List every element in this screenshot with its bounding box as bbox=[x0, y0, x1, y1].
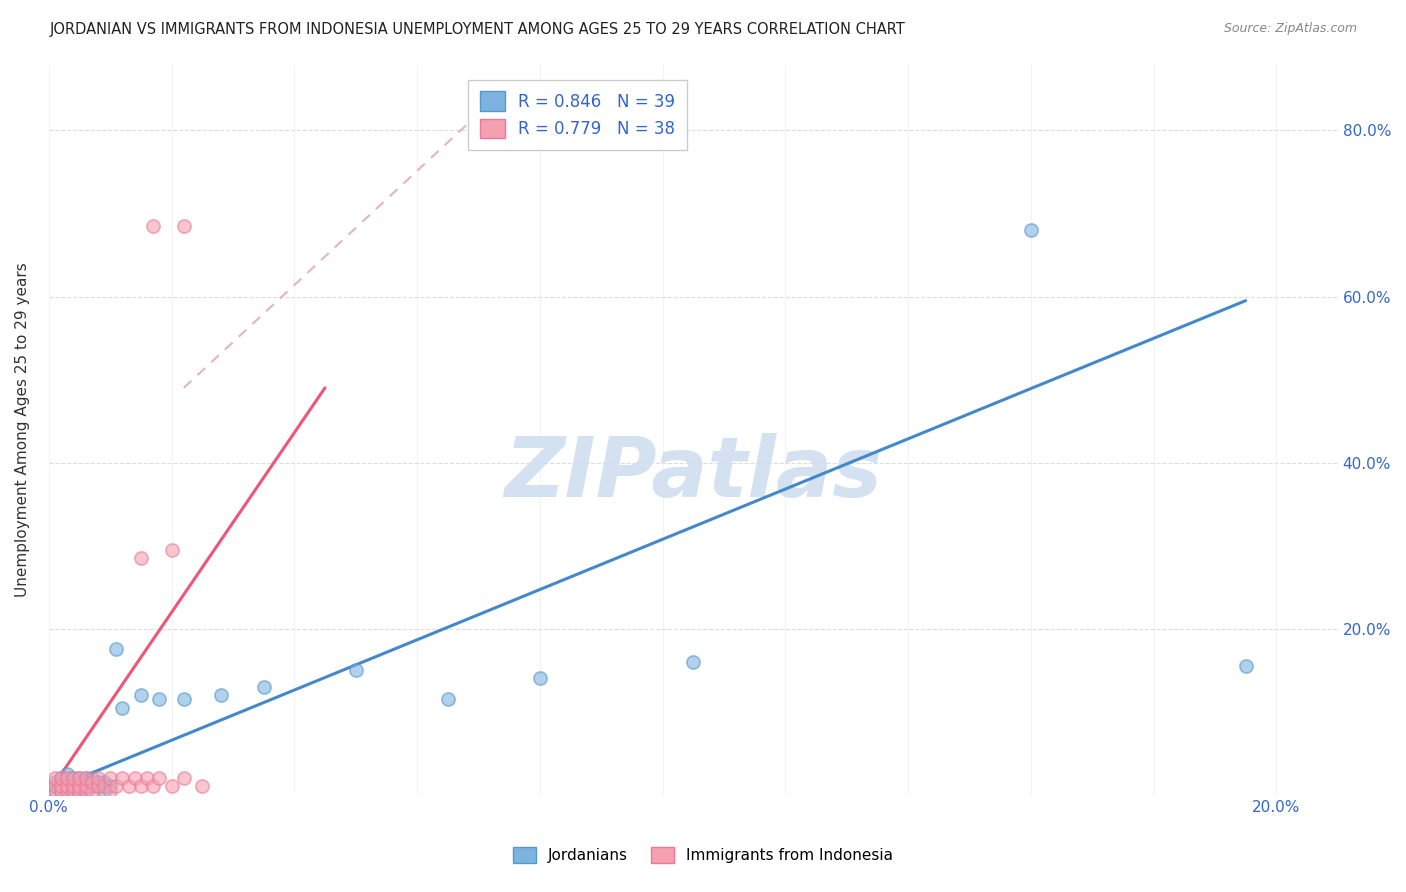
Point bbox=[111, 700, 134, 714]
Point bbox=[93, 775, 115, 789]
Point bbox=[93, 780, 115, 794]
Point bbox=[49, 771, 72, 785]
Point bbox=[87, 775, 110, 789]
Point bbox=[80, 780, 103, 794]
Text: Source: ZipAtlas.com: Source: ZipAtlas.com bbox=[1223, 22, 1357, 36]
Point bbox=[67, 783, 90, 797]
Point bbox=[98, 783, 121, 797]
Point bbox=[56, 780, 79, 794]
Point bbox=[252, 680, 274, 694]
Point bbox=[67, 780, 90, 794]
Point bbox=[56, 767, 79, 781]
Point bbox=[56, 775, 79, 789]
Point bbox=[67, 771, 90, 785]
Point bbox=[80, 771, 103, 785]
Point bbox=[129, 688, 152, 702]
Point bbox=[67, 783, 90, 797]
Point bbox=[75, 783, 97, 797]
Point bbox=[160, 542, 183, 557]
Point bbox=[62, 771, 84, 785]
Point bbox=[173, 771, 195, 785]
Point bbox=[67, 771, 90, 785]
Point bbox=[56, 771, 79, 785]
Point bbox=[56, 783, 79, 797]
Point bbox=[80, 783, 103, 797]
Point bbox=[49, 783, 72, 797]
Point bbox=[49, 780, 72, 794]
Legend: Jordanians, Immigrants from Indonesia: Jordanians, Immigrants from Indonesia bbox=[505, 839, 901, 871]
Point bbox=[148, 692, 170, 706]
Point bbox=[105, 780, 128, 794]
Point bbox=[56, 780, 79, 794]
Point bbox=[111, 771, 134, 785]
Point bbox=[93, 783, 115, 797]
Point bbox=[191, 780, 214, 794]
Point bbox=[148, 771, 170, 785]
Point bbox=[56, 783, 79, 797]
Point bbox=[129, 780, 152, 794]
Point bbox=[67, 775, 90, 789]
Point bbox=[87, 780, 110, 794]
Point bbox=[124, 771, 146, 785]
Point bbox=[136, 771, 159, 785]
Point bbox=[62, 783, 84, 797]
Point bbox=[62, 780, 84, 794]
Point bbox=[98, 771, 121, 785]
Point bbox=[173, 219, 195, 233]
Point bbox=[80, 775, 103, 789]
Point bbox=[75, 771, 97, 785]
Point bbox=[75, 775, 97, 789]
Point bbox=[62, 771, 84, 785]
Point bbox=[49, 783, 72, 797]
Point bbox=[67, 780, 90, 794]
Point bbox=[87, 780, 110, 794]
Legend: R = 0.846   N = 39, R = 0.779   N = 38: R = 0.846 N = 39, R = 0.779 N = 38 bbox=[468, 79, 686, 150]
Point bbox=[75, 783, 97, 797]
Point bbox=[529, 672, 551, 686]
Point bbox=[142, 219, 165, 233]
Point bbox=[44, 780, 66, 794]
Point bbox=[105, 642, 128, 657]
Point bbox=[173, 692, 195, 706]
Point bbox=[98, 780, 121, 794]
Text: ZIPatlas: ZIPatlas bbox=[505, 433, 882, 514]
Point bbox=[44, 783, 66, 797]
Text: JORDANIAN VS IMMIGRANTS FROM INDONESIA UNEMPLOYMENT AMONG AGES 25 TO 29 YEARS CO: JORDANIAN VS IMMIGRANTS FROM INDONESIA U… bbox=[49, 22, 905, 37]
Point bbox=[44, 771, 66, 785]
Point bbox=[44, 783, 66, 797]
Point bbox=[62, 780, 84, 794]
Point bbox=[142, 780, 165, 794]
Point bbox=[209, 688, 232, 702]
Point bbox=[117, 780, 139, 794]
Point bbox=[49, 780, 72, 794]
Point bbox=[87, 771, 110, 785]
Point bbox=[682, 655, 704, 669]
Point bbox=[75, 780, 97, 794]
Point bbox=[49, 771, 72, 785]
Point bbox=[75, 771, 97, 785]
Point bbox=[129, 551, 152, 566]
Point bbox=[44, 775, 66, 789]
Point bbox=[436, 692, 458, 706]
Point bbox=[1019, 223, 1042, 237]
Point bbox=[160, 780, 183, 794]
Point bbox=[62, 783, 84, 797]
Point bbox=[344, 663, 367, 677]
Point bbox=[1234, 659, 1257, 673]
Y-axis label: Unemployment Among Ages 25 to 29 years: Unemployment Among Ages 25 to 29 years bbox=[15, 262, 30, 597]
